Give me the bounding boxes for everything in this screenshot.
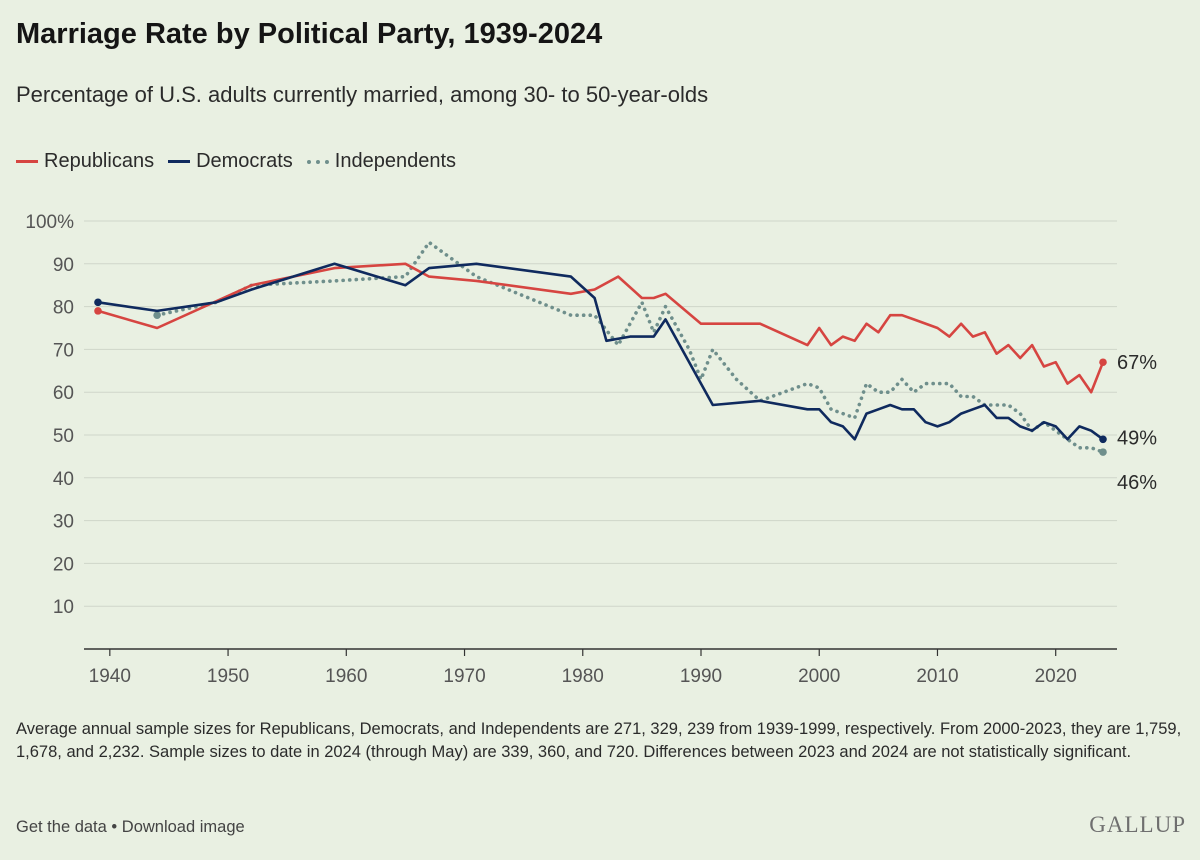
legend-swatch-independents — [306, 159, 329, 164]
end-label-democrats: 49% — [1117, 427, 1157, 449]
end-label-republicans: 67% — [1117, 352, 1157, 374]
x-tick-label: 2000 — [798, 666, 840, 687]
x-tick-label: 1980 — [562, 666, 604, 687]
x-tick-label: 1940 — [89, 666, 131, 687]
x-tick-label: 1960 — [325, 666, 367, 687]
end-labels: 67% 49% 46% — [1117, 352, 1157, 494]
y-tick-label: 100% — [25, 212, 74, 233]
legend-label-republicans: Republicans — [44, 150, 155, 172]
legend: Republicans Democrats Independents — [16, 150, 456, 173]
grid-lines — [84, 220, 1117, 607]
chart-title: Marriage Rate by Political Party, 1939-2… — [16, 18, 603, 50]
legend-item-republicans: Republicans — [16, 150, 154, 173]
y-tick-label: 30 — [53, 512, 74, 533]
series-line-democrats — [96, 262, 1105, 441]
series-start-point-independents — [153, 311, 161, 319]
y-tick-label: 90 — [53, 255, 74, 276]
link-separator: • — [106, 818, 122, 836]
y-tick-label: 70 — [53, 340, 74, 361]
download-image-link[interactable]: Download image — [121, 818, 245, 836]
series-end-point-republicans — [1099, 358, 1107, 367]
series-end-point-democrats — [1099, 435, 1107, 444]
series-end-point-independents — [1099, 448, 1107, 456]
gallup-logo: GALLUP — [1089, 812, 1186, 837]
series-line-republicans — [96, 262, 1105, 394]
legend-label-democrats: Democrats — [196, 150, 293, 172]
legend-item-democrats: Democrats — [168, 150, 293, 173]
legend-label-independents: Independents — [334, 150, 457, 172]
x-tick-label: 1990 — [680, 666, 722, 687]
series-lines — [94, 240, 1107, 456]
series-start-point-democrats — [94, 298, 102, 307]
y-tick-label: 80 — [53, 298, 74, 319]
x-tick-label: 1970 — [443, 666, 485, 687]
footer-links: Get the data • Download image — [16, 818, 245, 837]
end-label-independents: 46% — [1117, 472, 1157, 494]
y-tick-label: 10 — [53, 597, 74, 618]
get-data-link[interactable]: Get the data — [16, 818, 107, 836]
legend-swatch-democrats — [168, 160, 191, 163]
footnote: Average annual sample sizes for Republic… — [16, 720, 1182, 761]
y-tick-label: 20 — [53, 554, 74, 575]
y-tick-label: 60 — [53, 383, 74, 404]
y-axis: 100% 90 80 70 60 50 40 30 20 10 — [25, 212, 74, 618]
y-tick-label: 50 — [53, 426, 74, 447]
series-start-point-republicans — [94, 307, 102, 315]
chart-subtitle: Percentage of U.S. adults currently marr… — [16, 82, 709, 107]
x-tick-label: 1950 — [207, 666, 249, 687]
x-tick-label: 2010 — [916, 666, 958, 687]
legend-swatch-republicans — [16, 160, 38, 163]
x-tick-label: 2020 — [1035, 666, 1077, 687]
series-line-independents — [155, 240, 1105, 454]
legend-item-independents: Independents — [306, 150, 457, 173]
x-axis: 1940 1950 1960 1970 1980 1990 2000 2010 2020 — [84, 648, 1117, 687]
y-tick-label: 40 — [53, 469, 74, 490]
